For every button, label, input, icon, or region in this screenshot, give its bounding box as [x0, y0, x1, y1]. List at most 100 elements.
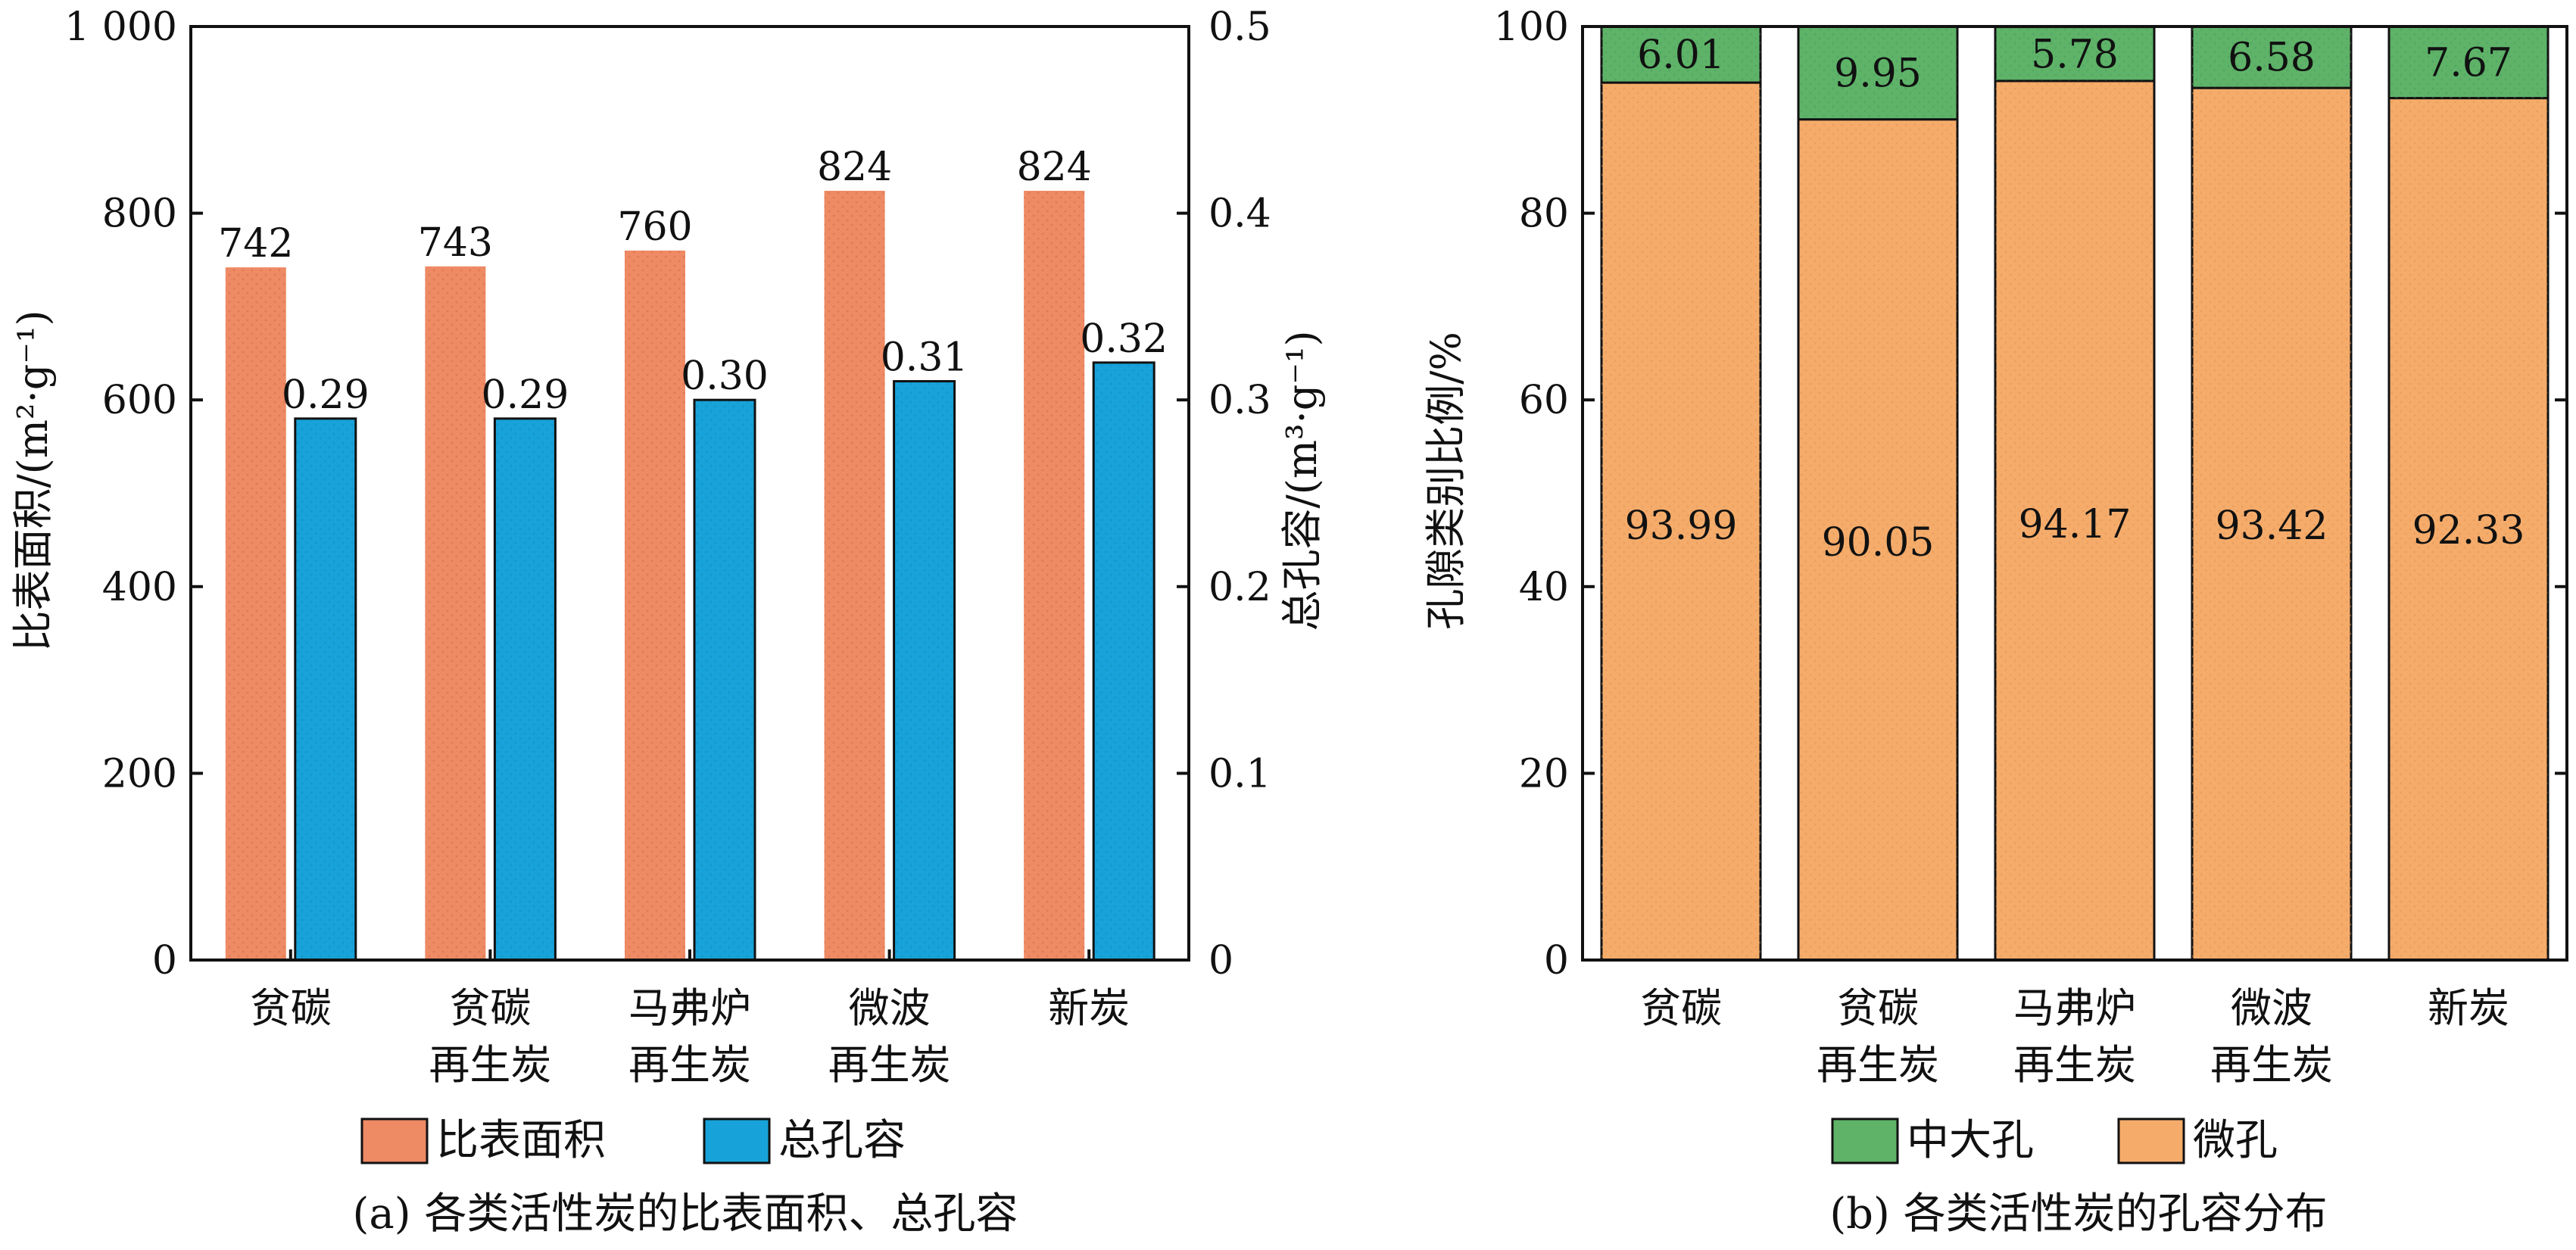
bar-specific-surface-texture [1024, 191, 1085, 960]
bar-total-pore-volume-texture [694, 400, 755, 960]
y-tick-label: 400 [102, 565, 177, 610]
data-label-specific-surface: 824 [817, 145, 892, 190]
chart-a-category-label: 再生炭 [828, 1041, 951, 1089]
chart-a-category-label: 微波 [849, 984, 931, 1032]
y-tick-label: 1 000 [64, 5, 177, 50]
data-label-micropore: 93.99 [1625, 503, 1738, 549]
y2-tick-label: 0.1 [1208, 751, 1271, 796]
bar-micropore-texture [1995, 80, 2154, 960]
data-label-specific-surface: 760 [617, 204, 692, 250]
chart-a-caption: (a) 各类活性炭的比表面积、总孔容 [353, 1189, 1018, 1239]
y2-tick-label: 0.4 [1208, 192, 1271, 237]
chart-a-category-label: 新炭 [1048, 984, 1130, 1032]
data-label-micropore: 94.17 [2019, 502, 2132, 547]
y-tick-label: 0 [152, 938, 177, 983]
bar-micropore-texture [2389, 98, 2548, 961]
chart-a-y2label: 总孔容/(m³·g⁻¹) [1278, 330, 1326, 631]
chart-b-category-label: 马弗炉 [2013, 984, 2136, 1032]
bar-total-pore-volume-texture [1093, 362, 1155, 960]
bar-micropore-texture [1798, 119, 1957, 961]
data-label-meso-macro-pore: 7.67 [2425, 40, 2512, 86]
bar-meso-macro-pore-texture [1601, 26, 1760, 83]
bar-specific-surface-texture [824, 191, 885, 960]
chart-b-category-label: 再生炭 [2013, 1041, 2136, 1089]
data-label-specific-surface: 743 [418, 220, 493, 266]
chart-b-category-label: 再生炭 [2210, 1041, 2333, 1089]
chart-b-caption: (b) 各类活性炭的孔容分布 [1829, 1189, 2327, 1239]
chart-a-category-label: 贫碳 [449, 984, 531, 1032]
y-tick-label: 800 [102, 192, 177, 237]
data-label-meso-macro-pore: 6.58 [2228, 36, 2316, 81]
chart-a-category-label: 马弗炉 [628, 984, 751, 1032]
chart-b-frame [1581, 25, 2568, 962]
chart-b-ticks: 0 20 40 60 80 100 [1494, 5, 2567, 983]
y-tick-label: 600 [102, 378, 177, 423]
bar-micropore-texture [1601, 83, 1760, 961]
data-label-total-pore-volume: 0.32 [1080, 316, 1168, 362]
chart-b-category-label: 再生炭 [1817, 1041, 1939, 1089]
bar-specific-surface-texture [225, 267, 286, 960]
chart-a-category-label: 再生炭 [429, 1041, 551, 1089]
legend-label-micropore: 微孔 [2193, 1116, 2278, 1165]
chart-b-category-label: 贫碳 [1837, 984, 1919, 1032]
chart-b-ylabel: 孔隙类别比例/% [1422, 332, 1470, 630]
chart-a-bars [225, 191, 1155, 962]
bar-total-pore-volume-texture [295, 418, 356, 960]
legend-swatch-micropore [2117, 1118, 2185, 1164]
bar-meso-macro-pore-texture [2389, 26, 2548, 98]
y-tick-label: 60 [1519, 378, 1569, 423]
bar-meso-macro-pore-texture [1995, 26, 2154, 81]
data-label-meso-macro-pore: 9.95 [1834, 51, 1922, 96]
bar-specific-surface-texture [425, 266, 486, 961]
chart-a-ylabel: 比表面积/(m²·g⁻¹) [9, 310, 57, 651]
data-label-total-pore-volume: 0.31 [881, 335, 968, 381]
legend-label-specific-surface: 比表面积 [436, 1116, 606, 1165]
bar-total-pore-volume-texture [893, 381, 955, 960]
y2-tick-label: 0.5 [1208, 5, 1271, 50]
data-label-micropore: 93.42 [2216, 503, 2328, 549]
data-label-total-pore-volume: 0.30 [681, 354, 769, 399]
chart-a-frame [189, 25, 1190, 962]
data-label-specific-surface: 742 [218, 221, 293, 267]
data-label-micropore: 92.33 [2412, 508, 2525, 553]
y-tick-label: 0 [1544, 938, 1569, 983]
legend-swatch-meso-macro-pore [1831, 1118, 1899, 1164]
legend-swatch-specific-surface [360, 1118, 429, 1164]
chart-a-data-labels: 742 0.29 743 0.29 760 0.30 824 0.31 824 0.32 [218, 145, 1168, 418]
bar-micropore-texture [2192, 88, 2351, 961]
y-tick-label: 40 [1519, 565, 1569, 610]
y-tick-label: 20 [1519, 751, 1569, 796]
data-label-micropore: 90.05 [1822, 520, 1935, 566]
chart-a-axes [189, 25, 1190, 962]
chart-b-data-labels: 6.01 93.99 9.95 90.05 5.78 94.17 6.58 93.42 7.67… [1625, 32, 2525, 566]
chart-a-category-label: 再生炭 [628, 1041, 751, 1089]
bar-meso-macro-pore-texture [1798, 26, 1957, 120]
chart-b-bars [1600, 25, 2549, 962]
y-tick-label: 100 [1494, 5, 1569, 50]
chart-b-legend: 中大孔 微孔 [1831, 1116, 2278, 1165]
legend-label-meso-macro-pore: 中大孔 [1907, 1116, 2034, 1165]
chart-b-category-label: 微波 [2231, 984, 2312, 1032]
legend-label-total-pore-volume: 总孔容 [778, 1116, 906, 1165]
y-tick-label: 80 [1519, 192, 1569, 237]
legend-swatch-total-pore-volume [703, 1118, 771, 1164]
data-label-meso-macro-pore: 5.78 [2031, 32, 2119, 77]
chart-b: 6.01 93.99 9.95 90.05 5.78 94.17 6.58 93.42 7.67… [1422, 5, 2568, 1239]
y-tick-label: 200 [102, 751, 177, 796]
chart-a-legend: 比表面积 总孔容 [360, 1116, 906, 1165]
chart-a-ticks: 0 200 400 600 800 1 000 0 0.1 0.2 0.3 0.4 0.5 [64, 5, 1271, 983]
chart-a-category-label: 贫碳 [250, 984, 332, 1032]
chart-b-category-label: 贫碳 [1640, 984, 1722, 1032]
y2-tick-label: 0 [1208, 938, 1233, 983]
chart-b-axes [1581, 25, 2568, 962]
data-label-meso-macro-pore: 6.01 [1637, 33, 1725, 78]
bar-specific-surface-texture [625, 250, 685, 960]
bar-meso-macro-pore-texture [2192, 26, 2351, 89]
bar-total-pore-volume-texture [494, 418, 556, 960]
chart-b-category-label: 新炭 [2428, 984, 2509, 1032]
y2-tick-label: 0.2 [1208, 565, 1271, 610]
